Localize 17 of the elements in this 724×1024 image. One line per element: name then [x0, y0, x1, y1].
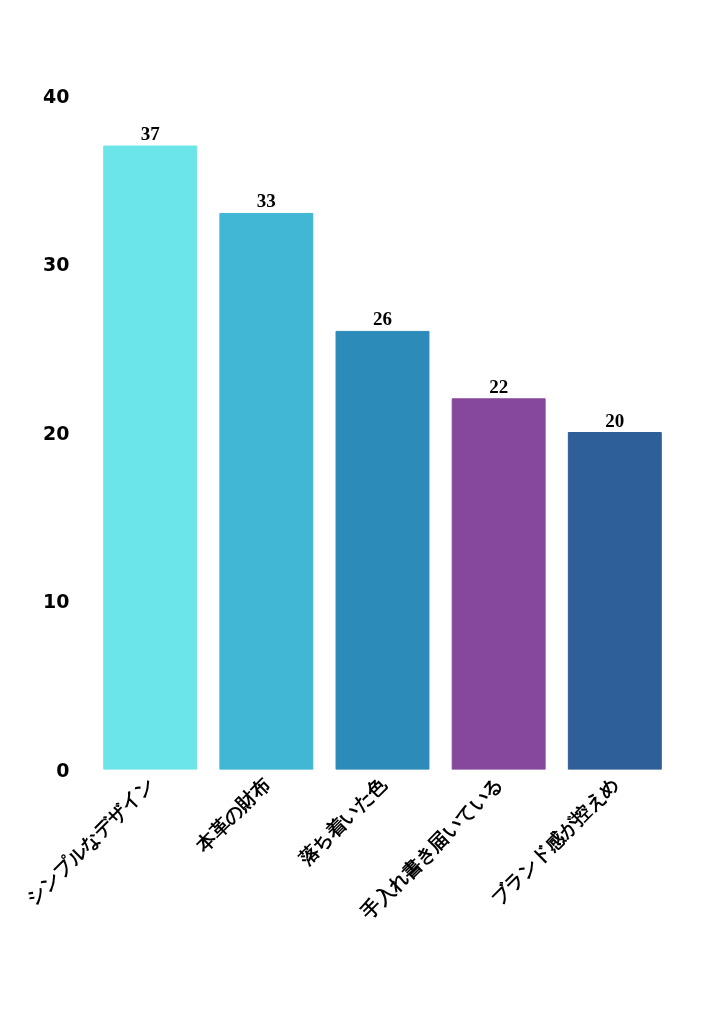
bar [567, 432, 662, 770]
data-label: 37 [140, 123, 161, 145]
y-tick-label: 0 [56, 758, 70, 781]
data-label: 26 [373, 308, 392, 330]
y-tick-label: 30 [43, 253, 70, 275]
bar [335, 330, 430, 770]
data-label: 22 [489, 375, 509, 397]
x-tick-label: 落ち着いた色 [293, 772, 391, 870]
bar [103, 145, 198, 770]
y-tick-label: 10 [43, 590, 70, 612]
data-label: 33 [256, 190, 276, 212]
data-label: 20 [605, 409, 625, 431]
bar [451, 398, 546, 770]
y-tick-label: 20 [43, 421, 70, 444]
y-tick-label: 40 [43, 84, 70, 107]
x-tick-label: 本革の財布 [190, 772, 275, 857]
bar [219, 212, 314, 770]
